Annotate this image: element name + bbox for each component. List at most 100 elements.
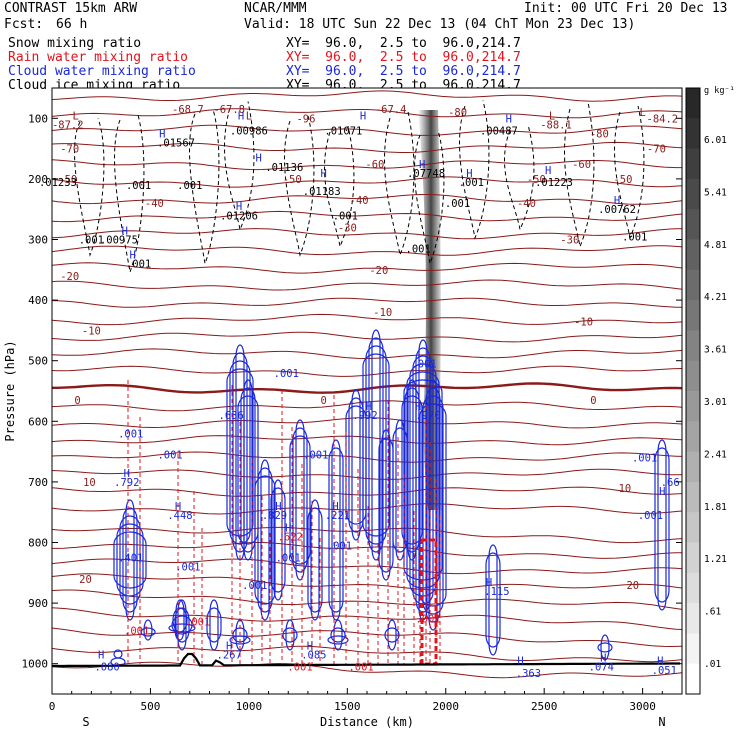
x-tick-label: 3000	[629, 700, 656, 713]
rain-water-label: .001	[348, 662, 373, 674]
cloud-water-contour	[657, 439, 667, 611]
snow-label: .01206	[220, 210, 258, 222]
isotherm-label: -84.2	[647, 113, 679, 125]
y-tick-label: 300	[28, 234, 48, 247]
cloud-water-label: .001	[411, 359, 436, 371]
x-tick-label: 1500	[334, 700, 361, 713]
cloud-water-contour	[257, 467, 273, 613]
max-marker: H	[545, 165, 551, 177]
max-marker: H	[415, 401, 421, 413]
isotherm-label: -10	[82, 325, 101, 337]
y-tick-label: 400	[28, 294, 48, 307]
isotherm-label: 20	[79, 574, 92, 586]
cloud-water-contour	[270, 487, 286, 593]
x-axis-title: Distance (km)	[320, 715, 414, 729]
colorbar-segment	[686, 88, 700, 119]
cloud-water-contour	[254, 475, 276, 605]
cloud-water-label: .001	[242, 580, 267, 592]
terrain-line	[52, 652, 680, 668]
cloud-water-label: .001	[157, 450, 182, 462]
y-tick-label: 900	[28, 597, 48, 610]
snow-label: .01233	[39, 177, 77, 189]
cloud-water-label: .001	[303, 450, 328, 462]
isotherm-line	[52, 124, 682, 136]
max-marker: H	[159, 128, 165, 140]
cloud-water-contour	[600, 634, 610, 661]
snow-label: .01136	[265, 162, 303, 174]
isotherm-line	[52, 627, 682, 648]
isotherm-label: 10	[83, 477, 96, 489]
cloud-water-label: .363	[516, 668, 541, 680]
x-tick-label: 2000	[433, 700, 460, 713]
snow-contour-line	[74, 118, 105, 257]
colorbar-segment	[686, 451, 700, 483]
cloud-water-label: .992	[352, 410, 377, 422]
isotherm-line	[52, 348, 682, 360]
snow-label: .01071	[324, 125, 362, 137]
min-marker: L	[639, 107, 645, 119]
cloud-water-contour	[654, 447, 670, 603]
isotherm-line	[52, 108, 682, 119]
cloud-water-label: .221	[325, 510, 350, 522]
colorbar-segment	[686, 512, 700, 543]
isotherm-line	[52, 382, 682, 394]
max-marker: H	[321, 168, 327, 180]
snow-contour-line	[459, 100, 490, 240]
cloud-water-contour	[428, 379, 438, 631]
max-marker: H	[238, 110, 244, 122]
colorbar-unit-label: g kg⁻¹	[704, 86, 735, 96]
x-tick-label: 0	[49, 700, 56, 713]
isotherm-label: -50	[527, 174, 546, 186]
colorbar-tick-label: 4.21	[704, 292, 727, 303]
max-marker: H	[614, 195, 620, 207]
cloud-water-contour	[307, 507, 323, 613]
isotherm-line	[52, 176, 682, 188]
cloud-water-label: .267	[217, 650, 242, 662]
isotherm-label: -50	[58, 174, 77, 186]
cloud-water-contour	[327, 635, 349, 645]
cloud-water-contour	[140, 627, 156, 637]
cloud-water-label: .829	[262, 510, 287, 522]
isotherm-line	[52, 451, 682, 463]
isotherm-label: -68.7	[172, 104, 204, 116]
snow-label: .01567	[157, 138, 195, 150]
snow-ice-contours	[74, 100, 645, 274]
cloud-water-contour	[209, 599, 219, 651]
cloud-water-label: .074	[589, 662, 614, 674]
colorbar-segment	[686, 360, 700, 392]
field-snow-name: Snow mixing ratio	[8, 36, 142, 51]
isotherm-line	[52, 262, 682, 274]
snow-label: .001	[177, 180, 202, 192]
rain-water-label: .001	[124, 625, 149, 637]
cloud-water-contour	[381, 429, 391, 581]
y-axis-title: Pressure (hPa)	[3, 340, 17, 441]
snow-contour-line	[189, 109, 220, 266]
cloud-water-contour	[597, 642, 613, 653]
cloud-water-label: .001	[274, 368, 299, 380]
isotherm-line	[52, 331, 682, 343]
cloud-water-label: .401	[118, 553, 143, 565]
cloud-water-contour	[362, 353, 390, 537]
max-marker: H	[332, 501, 338, 513]
max-marker: H	[236, 201, 242, 213]
cloud-water-contour	[125, 499, 135, 621]
temperature-contours	[52, 90, 682, 679]
colorbar-segment	[686, 209, 700, 240]
colorbar-segment	[686, 269, 700, 301]
isotherm-line	[52, 645, 682, 663]
isotherm-line	[52, 279, 682, 291]
isotherm-line	[52, 245, 682, 256]
cloud-water-contour	[206, 607, 222, 643]
isotherm-label: -67.4	[375, 104, 407, 116]
max-marker: H	[466, 168, 472, 180]
colorbar-segment	[686, 421, 700, 453]
snow-label: .001	[126, 180, 151, 192]
cloud-water-contour	[172, 607, 188, 633]
cloud-water-contour	[368, 337, 384, 553]
snow-label: .00762	[598, 204, 636, 216]
terrain-line-path	[52, 652, 680, 668]
cloud-water-contour	[422, 395, 444, 615]
cloud-water-label: .001	[327, 541, 352, 553]
max-marker: H	[307, 641, 313, 653]
